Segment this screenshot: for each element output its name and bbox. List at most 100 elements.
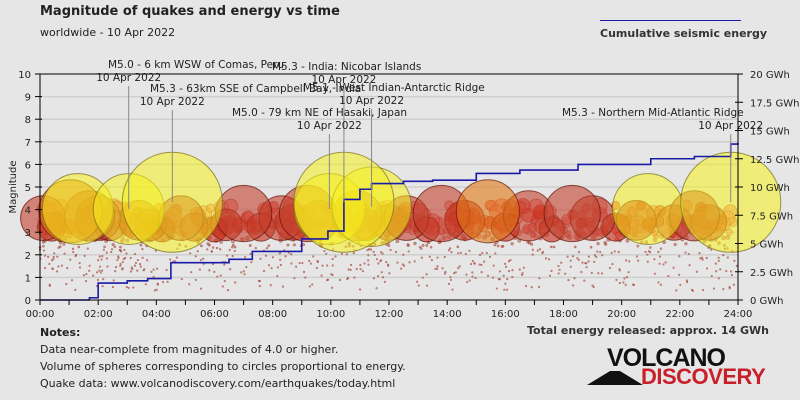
quake-point xyxy=(133,252,137,256)
quake-point xyxy=(152,268,155,271)
quake-point xyxy=(658,262,661,265)
quake-point xyxy=(595,255,598,258)
quake-point xyxy=(74,288,77,291)
quake-point xyxy=(421,276,424,279)
quake-point xyxy=(571,255,575,258)
quake-point xyxy=(547,258,551,261)
quake-point xyxy=(488,255,492,258)
x-tick-label: 12:00 xyxy=(375,309,404,320)
quake-point xyxy=(592,285,595,289)
quake-point xyxy=(98,255,101,258)
quake-point xyxy=(62,242,66,246)
quake-point xyxy=(531,253,534,256)
quake-point xyxy=(377,262,380,265)
quake-point xyxy=(194,278,197,282)
quake-point xyxy=(625,238,630,243)
quake-point xyxy=(522,266,525,269)
quake-point xyxy=(447,249,450,252)
energy-series xyxy=(40,142,739,301)
quake-point xyxy=(334,255,337,258)
quake-point xyxy=(381,252,384,255)
quake-point xyxy=(69,258,72,261)
quake-point xyxy=(196,250,199,253)
chart-subtitle: worldwide - 10 Apr 2022 xyxy=(40,26,176,39)
x-tick-label: 20:00 xyxy=(607,309,636,320)
quake-point xyxy=(664,261,667,264)
quake-point xyxy=(346,276,350,280)
quake-point xyxy=(560,261,563,264)
quake-point xyxy=(572,284,575,287)
y-tick-label: 6 xyxy=(25,160,31,171)
quake-point xyxy=(678,255,681,258)
quake-point xyxy=(480,263,483,267)
chart-title: Magnitude of quakes and energy vs time xyxy=(40,4,340,19)
quake-point xyxy=(548,274,552,277)
quake-point xyxy=(315,266,318,270)
quake-point xyxy=(583,279,586,282)
quake-point xyxy=(511,269,514,272)
quake-point xyxy=(722,253,725,257)
quake-point xyxy=(538,248,542,251)
quake-point xyxy=(502,274,505,277)
quake-point xyxy=(659,283,662,286)
x-tick-label: 24:00 xyxy=(724,309,753,320)
quake-point xyxy=(103,245,106,249)
x-tick-label: 16:00 xyxy=(491,309,520,320)
quake-point xyxy=(372,250,375,254)
quake-point xyxy=(511,275,514,279)
quake-point xyxy=(659,247,663,250)
quake-point xyxy=(166,280,169,283)
quake-point xyxy=(66,267,69,270)
quake-point xyxy=(355,267,358,271)
quake-point xyxy=(156,283,159,286)
quake-point xyxy=(381,276,385,279)
quake-point xyxy=(309,262,313,265)
y-tick-label: 7 xyxy=(25,138,31,149)
quake-point xyxy=(596,242,600,246)
quake-point xyxy=(248,244,252,247)
quake-point xyxy=(127,286,130,290)
logo-bottom-text: DISCOVERY xyxy=(641,364,766,389)
quake-point xyxy=(436,267,439,270)
quake-point xyxy=(292,243,296,247)
quake-point xyxy=(113,245,117,248)
quake-point xyxy=(258,279,261,283)
quake-point xyxy=(653,258,656,261)
quake-point xyxy=(132,286,135,289)
quake-point xyxy=(106,265,109,268)
quake-point xyxy=(110,248,114,251)
quake-point xyxy=(92,274,95,277)
quake-point xyxy=(657,281,660,284)
quake-point xyxy=(233,249,236,253)
quake-point xyxy=(78,261,81,265)
quake-point xyxy=(504,282,507,285)
quake-point xyxy=(506,277,509,281)
annotation-date: 10 Apr 2022 xyxy=(140,96,205,108)
quake-point xyxy=(451,288,454,291)
quake-point xyxy=(286,243,290,247)
quake-point xyxy=(198,268,201,271)
quake-point xyxy=(301,261,304,265)
quake-point xyxy=(136,269,139,272)
annotation-label: M5.1 - West Indian-Antarctic Ridge xyxy=(303,82,485,94)
quake-point xyxy=(395,239,400,243)
quake-point xyxy=(567,278,570,282)
quake-point xyxy=(644,250,647,254)
quake-point xyxy=(231,254,234,258)
quake-point xyxy=(458,265,461,268)
quake-point xyxy=(646,253,649,256)
quake-point xyxy=(50,259,54,262)
quake-point xyxy=(662,263,665,266)
quake-point xyxy=(469,262,473,266)
quake-point xyxy=(85,272,88,276)
quake-point xyxy=(447,282,451,286)
quake-point xyxy=(43,254,46,257)
annotation-date: 10 Apr 2022 xyxy=(698,120,763,132)
quake-point xyxy=(550,269,553,272)
quake-point xyxy=(380,271,383,274)
quake-point xyxy=(229,268,232,271)
quake-point xyxy=(544,257,548,260)
quake-point xyxy=(557,264,560,268)
quake-point xyxy=(293,277,296,280)
